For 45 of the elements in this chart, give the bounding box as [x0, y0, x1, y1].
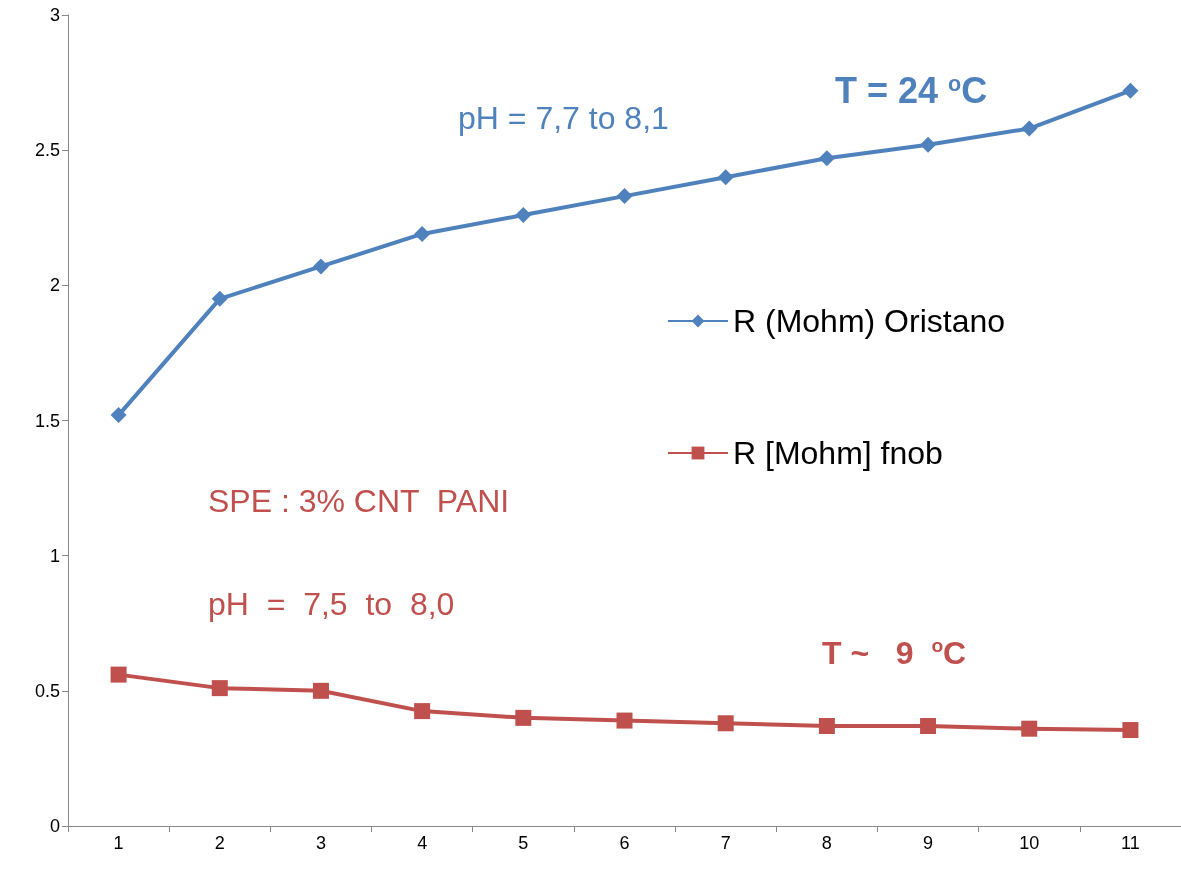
x-tick-label: 1 — [113, 833, 124, 853]
point — [616, 712, 633, 729]
y-tick-label: 2 — [49, 275, 60, 296]
point — [312, 258, 329, 275]
point — [818, 150, 835, 167]
x-tick-label: 2 — [214, 833, 225, 853]
point — [414, 225, 431, 242]
point — [920, 717, 937, 734]
x-tick-label: 4 — [417, 833, 428, 853]
x-tick-label: 5 — [518, 833, 529, 853]
y-tick-label: 2.5 — [34, 140, 60, 161]
x-tick-label: 3 — [315, 833, 326, 853]
point — [717, 169, 734, 186]
x-tick-label: 6 — [619, 833, 630, 853]
x-tick-label: 8 — [821, 833, 832, 853]
x-tick-label: 7 — [720, 833, 731, 853]
annotation: pH = 7,7 to 8,1 — [458, 100, 669, 136]
point — [717, 715, 734, 732]
point — [515, 709, 532, 726]
point — [818, 717, 835, 734]
y-tick-label: 3 — [49, 5, 60, 25]
point — [414, 703, 431, 720]
point — [110, 407, 127, 424]
point — [1021, 120, 1038, 137]
point — [1122, 82, 1139, 99]
point — [211, 680, 228, 697]
y-tick-label: 0.5 — [34, 680, 60, 701]
point — [312, 682, 329, 699]
x-tick-label: 11 — [1121, 833, 1140, 853]
point — [211, 290, 228, 307]
y-tick-label: 0 — [49, 816, 60, 836]
point — [920, 136, 937, 153]
legend-label: R [Mohm] fnob — [733, 435, 943, 471]
annotation: SPE : 3% CNT PANI — [208, 483, 510, 519]
point — [616, 188, 633, 205]
y-tick-label: 1.5 — [34, 410, 60, 431]
point — [110, 666, 127, 683]
point — [1122, 722, 1139, 739]
x-tick-label: 10 — [1019, 833, 1040, 853]
y-tick-label: 1 — [49, 545, 60, 566]
annotation: pH = 7,5 to 8,0 — [208, 586, 455, 622]
legend-label: R (Mohm) Oristano — [733, 303, 1006, 339]
point — [515, 207, 532, 224]
x-tick-label: 9 — [923, 833, 934, 853]
point — [1021, 720, 1038, 737]
